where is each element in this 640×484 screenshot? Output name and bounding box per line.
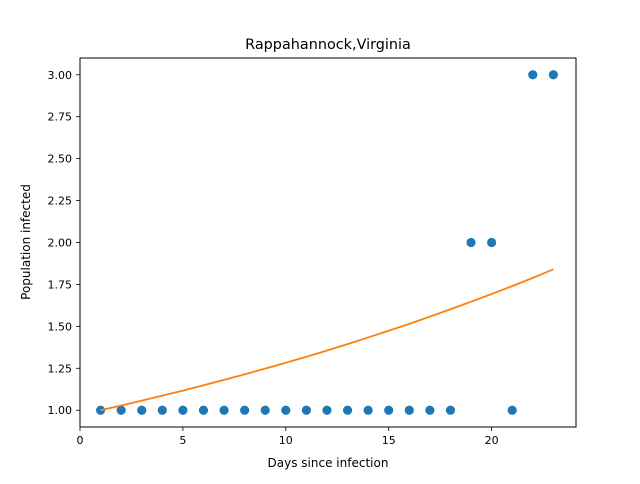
data-point [528, 70, 538, 80]
data-point [425, 405, 435, 415]
data-point [178, 405, 188, 415]
data-point [322, 405, 332, 415]
axes: 0 5 10 15 20 1.00 1.25 1.50 1.75 2.00 2.25 2.50 2.75… [48, 57, 577, 447]
y-tick-label: 1.25 [48, 362, 73, 375]
x-tick-label: 20 [485, 434, 499, 447]
data-point [157, 405, 167, 415]
y-tick-label: 2.25 [48, 195, 73, 208]
y-tick-label: 3.00 [48, 69, 73, 82]
data-point [240, 405, 250, 415]
y-tick-label: 1.00 [48, 404, 73, 417]
data-point [445, 405, 456, 415]
data-point [548, 70, 558, 80]
data-point [137, 405, 147, 415]
data-point [507, 405, 517, 415]
data-point [342, 405, 353, 415]
y-tick-label: 1.50 [48, 320, 73, 333]
y-tick-label: 2.75 [48, 111, 73, 124]
y-tick-label: 2.50 [48, 153, 73, 166]
x-axis-label: Days since infection [268, 456, 389, 470]
y-tick-label: 2.00 [48, 237, 73, 250]
fit-line [100, 268, 554, 412]
data-point [281, 405, 291, 415]
data-point [466, 237, 476, 248]
y-tick-label: 1.75 [48, 278, 73, 291]
data-point [384, 405, 394, 415]
x-tick-label: 5 [179, 434, 186, 447]
data-point [487, 237, 497, 248]
data-point [116, 405, 126, 415]
data-point [363, 405, 373, 415]
x-tick-label: 10 [279, 434, 293, 447]
data-point [219, 405, 229, 415]
chart-title: Rappahannock,Virginia [245, 37, 411, 53]
data-point [404, 405, 414, 415]
data-point [260, 405, 270, 415]
data-point [301, 405, 311, 415]
data-point [198, 405, 209, 415]
x-tick-label: 15 [382, 434, 396, 447]
plot-area [95, 70, 558, 415]
x-tick-label: 0 [77, 434, 84, 447]
y-axis-label: Population infected [19, 184, 33, 300]
